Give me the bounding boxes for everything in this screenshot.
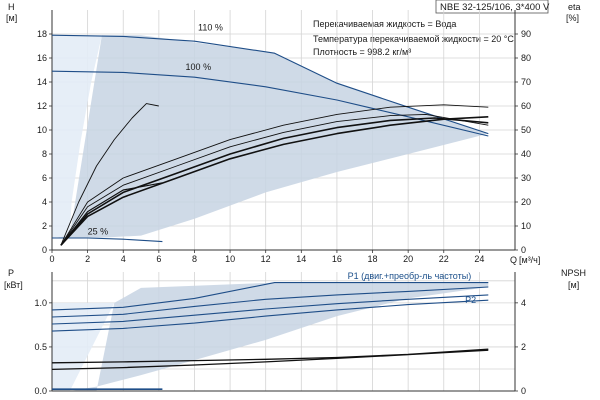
curve-head-2 (52, 237, 163, 243)
y2-tick-label: 0 (521, 386, 526, 396)
x-tick-label: 8 (192, 254, 197, 264)
y-tick-label: 0 (42, 245, 47, 255)
curve-p2-3 (51, 299, 489, 332)
y-tick-label: 14 (37, 77, 47, 87)
y2-tick-label: 4 (521, 298, 526, 308)
series-label: P2 (465, 295, 476, 305)
y2-tick-label: 0 (521, 245, 526, 255)
speed-label: 100 % (186, 62, 212, 72)
x-tick-label: 6 (156, 254, 161, 264)
eta-axis-label: eta (568, 2, 581, 12)
y2-tick-label: 20 (521, 197, 531, 207)
y-tick-label: 2 (42, 221, 47, 231)
y2-tick-label: 70 (521, 77, 531, 87)
x-tick-label: 22 (439, 254, 449, 264)
curve-p1-1 (51, 286, 489, 318)
y2-tick-label: 60 (521, 101, 531, 111)
curve-npsh-6 (51, 349, 489, 371)
y-tick-label: 8 (42, 149, 47, 159)
x-tick-label: 20 (403, 254, 413, 264)
chart-title: NBE 32-125/106, 3*400 V (440, 2, 550, 13)
x-tick-label: 24 (474, 254, 484, 264)
curve-eta-5 (60, 113, 489, 246)
curve-p1-0 (51, 282, 489, 311)
y-tick-label: 10 (37, 125, 47, 135)
eta-axis-unit: [%] (566, 13, 579, 23)
y2-tick-label: 40 (521, 149, 531, 159)
y-tick-label: 0.5 (34, 342, 47, 352)
speed-label: 25 % (88, 226, 109, 236)
power-npsh-plot: 0.0 0.5 1.0 0 2 4 P1 (двиг.+преобр-ль частоты)… (34, 271, 526, 396)
x-tick-label: 18 (368, 254, 378, 264)
curve-p2-2 (51, 294, 489, 325)
y-tick-label: 4 (42, 197, 47, 207)
curve-eta-7 (60, 116, 489, 246)
x-tick-label: 10 (225, 254, 235, 264)
npsh-axis-unit: [м] (568, 280, 579, 290)
series-label: P1 (двиг.+преобр-ль частоты) (348, 271, 472, 281)
curve-eta-8 (60, 182, 163, 246)
y2-tick-label: 2 (521, 342, 526, 352)
y-tick-label: 6 (42, 173, 47, 183)
y2-tick-label: 80 (521, 53, 531, 63)
y2-tick-label: 50 (521, 125, 531, 135)
operating-range-band (52, 35, 489, 239)
y2-tick-label: 90 (521, 29, 531, 39)
x-tick-label: 2 (85, 254, 90, 264)
speed-label: 110 % (198, 22, 223, 32)
npsh-axis-label: NPSH (561, 268, 586, 278)
y2-tick-label: 30 (521, 173, 531, 183)
q-axis-label: Q (510, 255, 517, 265)
x-tick-label: 0 (49, 254, 54, 264)
x-tick-label: 12 (261, 254, 271, 264)
low-flow-region (52, 35, 102, 239)
curve-head-0 (51, 34, 489, 135)
x-tick-label: 14 (296, 254, 306, 264)
curve-eta-4 (60, 104, 489, 246)
y-tick-label: 0.0 (34, 386, 47, 396)
h-axis-label: H (8, 2, 15, 12)
y-tick-label: 12 (37, 101, 47, 111)
bottom-axis-titles: P [кВт] NPSH [м] (4, 268, 586, 290)
x-tick-label: 4 (121, 254, 126, 264)
y-tick-label: 1.0 (34, 298, 47, 308)
title-box (435, 0, 549, 14)
p-axis-label: P (8, 268, 14, 278)
x-tick-label: 16 (332, 254, 342, 264)
info-line-temperature: Температура перекачиваемой жидкости = 20… (313, 34, 514, 44)
h-axis-unit: [м] (6, 13, 17, 23)
chart-header: NBE 32-125/106, 3*400 V Перекачиваемая ж… (313, 0, 550, 57)
q-axis-unit: [м³/ч] (519, 255, 540, 265)
info-line-density: Плотность = 998.2 кг/м³ (313, 47, 411, 57)
top-axis-titles: H [м] eta [%] Q [м³/ч] (6, 2, 581, 265)
curve-eta-3 (60, 103, 159, 246)
y2-tick-label: 10 (521, 221, 531, 231)
curve-eta-6 (60, 117, 489, 246)
p-axis-unit: [кВт] (4, 280, 23, 290)
y-tick-label: 18 (37, 29, 47, 39)
y-tick-label: 16 (37, 53, 47, 63)
curve-head-1 (51, 70, 489, 137)
info-line-fluid: Перекачиваемая жидкость = Вода (313, 19, 456, 29)
